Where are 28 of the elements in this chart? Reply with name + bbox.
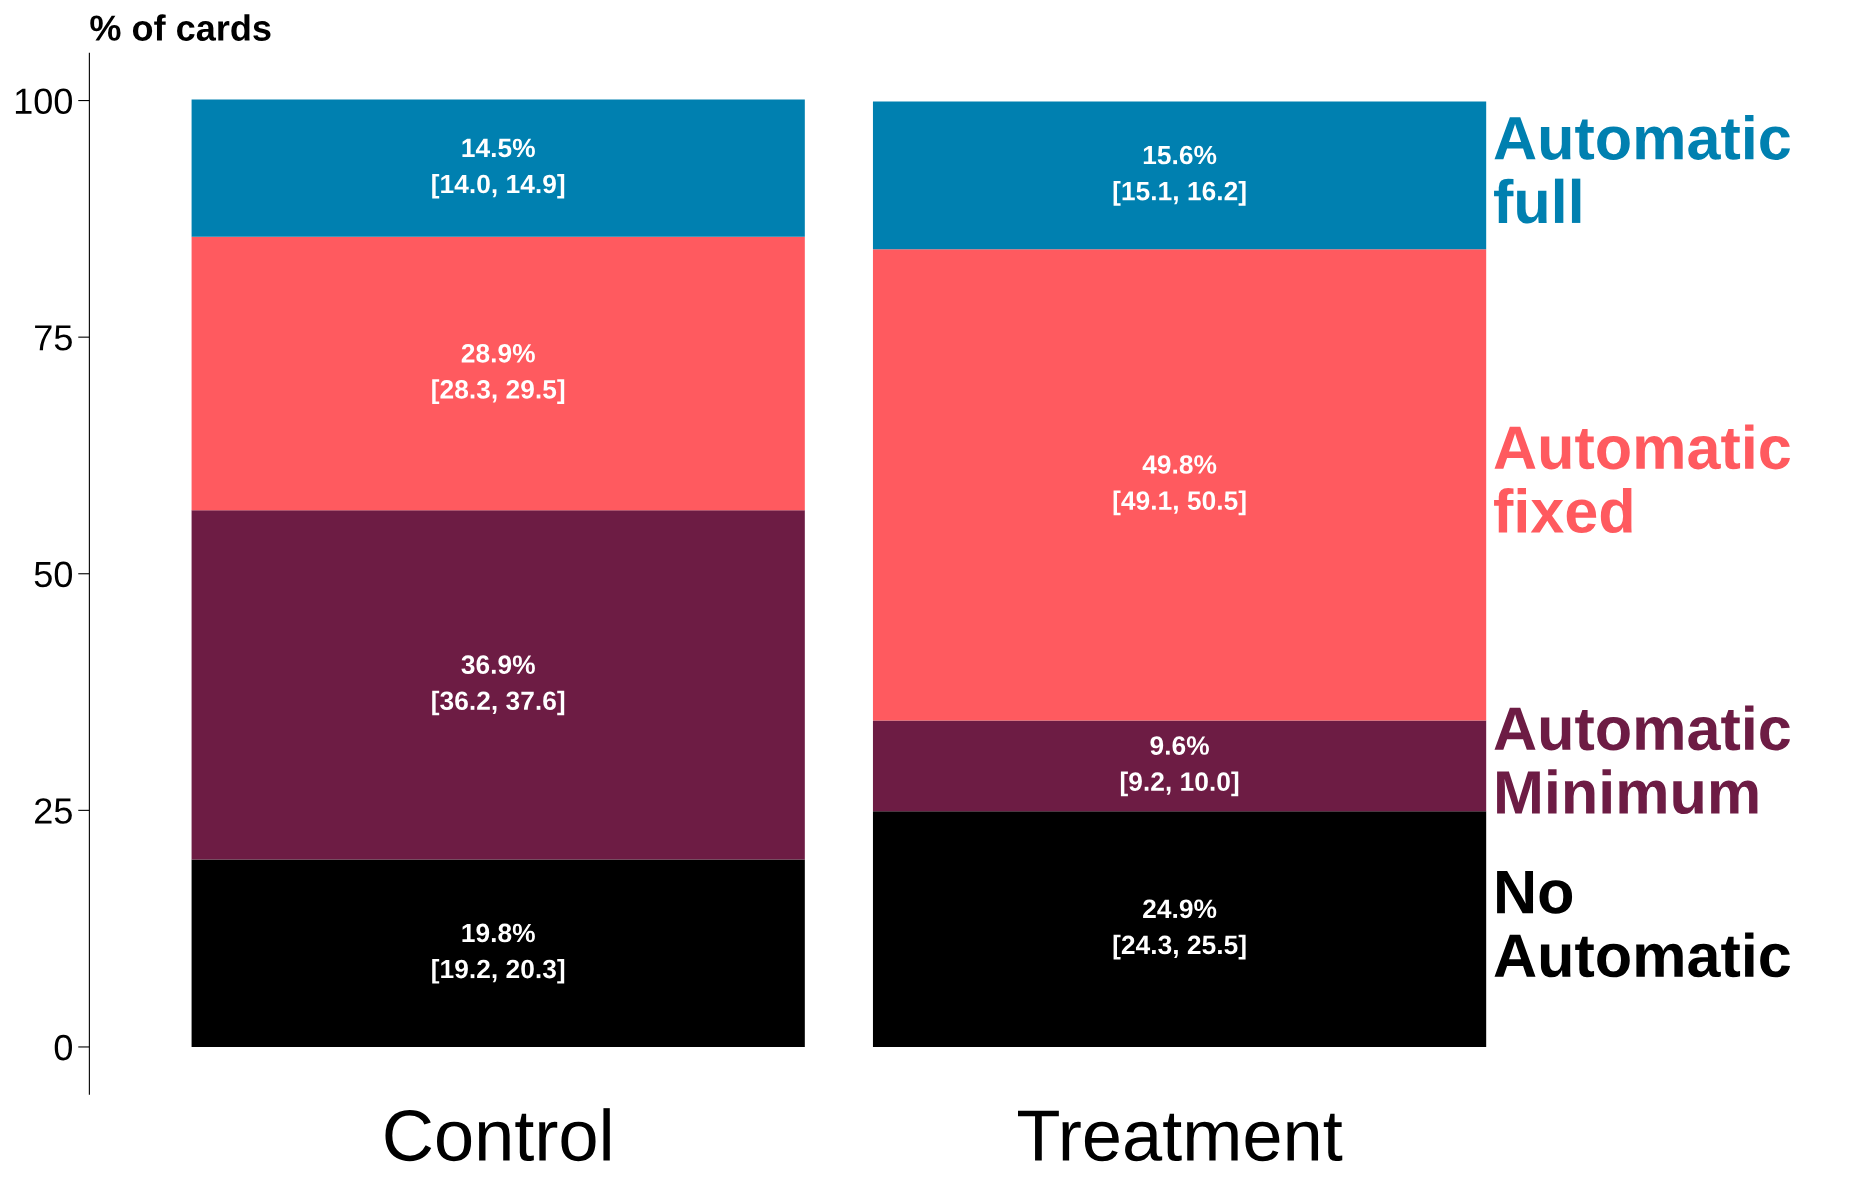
- data-label: 14.5% [14.0, 14.9]: [432, 138, 565, 199]
- series-label: No Automatic: [1494, 871, 1790, 978]
- y-tick-label: 0: [54, 1034, 72, 1061]
- data-label: 28.9% [28.3, 29.5]: [432, 343, 565, 404]
- bar: [191, 99, 805, 237]
- y-tick-label: 50: [34, 561, 72, 588]
- data-label: 36.9% [36.2, 37.6]: [432, 655, 565, 716]
- data-label: 19.8% [19.2, 20.3]: [432, 923, 565, 984]
- data-label: 49.8% [49.1, 50.5]: [1113, 455, 1246, 516]
- series-label: Automatic fixed: [1494, 424, 1790, 533]
- bar: [872, 249, 1487, 721]
- y-tick-label: 100: [15, 88, 72, 114]
- bar: [191, 859, 805, 1047]
- bar: [872, 811, 1487, 1047]
- bar: [191, 236, 805, 511]
- data-label: 15.6% [15.1, 16.2]: [1113, 145, 1246, 206]
- bar: [872, 101, 1487, 250]
- series-label: Automatic full: [1494, 115, 1790, 224]
- x-tick-label: Treatment: [1018, 1110, 1343, 1162]
- data-label: 9.6% [9.2, 10.0]: [1120, 736, 1239, 797]
- series-label: Automatic Minimum: [1494, 705, 1790, 815]
- bar: [191, 510, 805, 860]
- data-label: 24.9% [24.3, 25.5]: [1113, 899, 1246, 960]
- y-tick-label: 75: [35, 325, 72, 351]
- y-tick-label: 25: [35, 798, 72, 824]
- bar: [872, 720, 1487, 812]
- x-tick-label: Control: [385, 1108, 610, 1162]
- y-axis-title: % of cards: [90, 14, 271, 41]
